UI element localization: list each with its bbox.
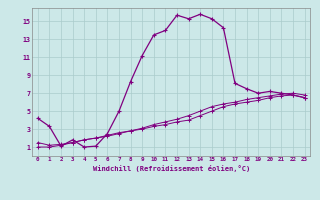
X-axis label: Windchill (Refroidissement éolien,°C): Windchill (Refroidissement éolien,°C) (92, 165, 250, 172)
